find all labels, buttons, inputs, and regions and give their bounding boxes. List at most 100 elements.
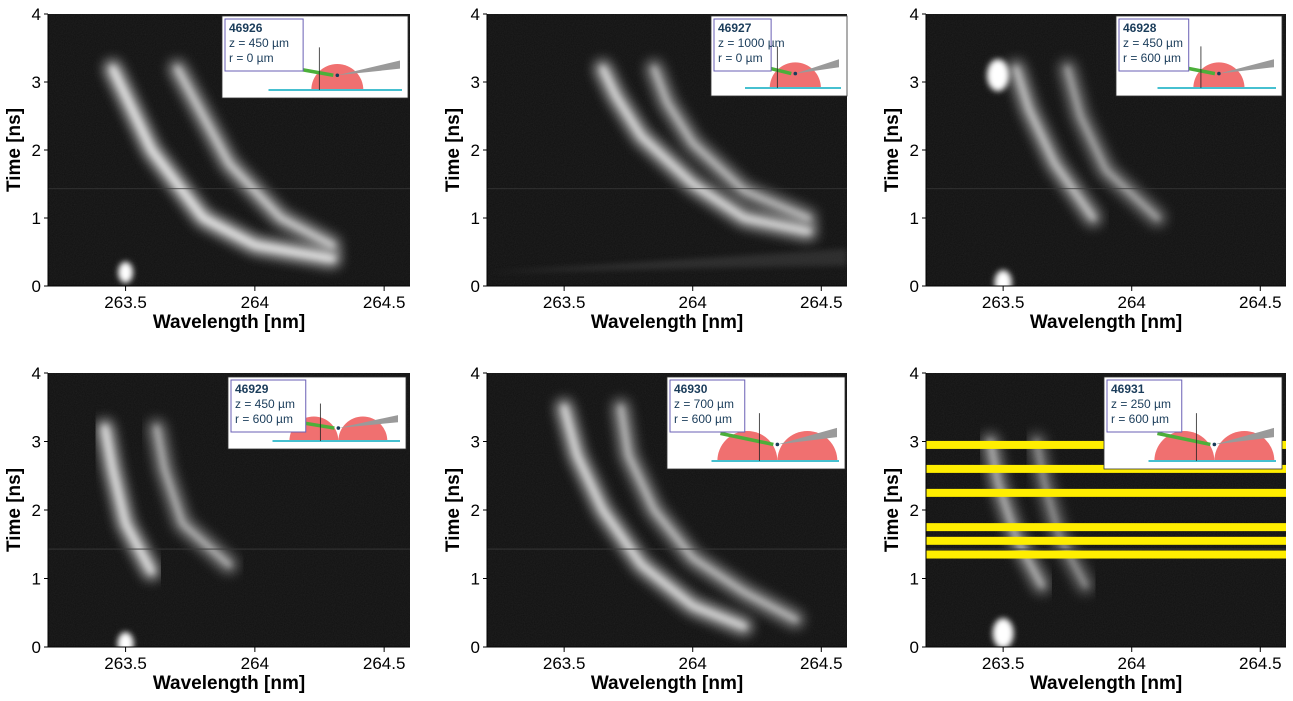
inset-label-box [1118,18,1190,72]
highlight-line-3 [926,488,1286,497]
y-tick-label: 2 [32,141,41,160]
x-tick-label: 263.5 [543,654,586,673]
inset-label-box [230,379,307,433]
y-tick-label: 1 [910,570,919,589]
y-axis-label: Time [ns] [443,468,464,552]
bright-spot-1 [117,632,134,647]
spectral-band-core-2 [154,425,232,568]
inset-z-value: z = 450 µm [235,397,295,411]
y-tick-label: 4 [910,5,919,24]
y-tick-label: 3 [32,73,41,92]
inset-z-value: z = 450 µm [1123,36,1183,50]
y-tick-label: 1 [910,209,919,228]
bright-spot-1 [987,59,1009,92]
spectral-band-core-1 [102,425,154,575]
y-tick-label: 3 [32,433,41,452]
y-tick-label: 3 [910,73,919,92]
x-tick-label: 264 [679,293,707,312]
probe-beam-icon [1218,59,1274,74]
spectral-band-core-1 [561,404,747,629]
y-tick-label: 2 [471,141,480,160]
y-tick-label: 4 [471,364,480,383]
shot-number: 46930 [674,382,708,396]
probe-beam-icon [777,427,837,445]
chart-panel-46931: 0 1 2 3 4 263.5 264 264.5 Wavelength [nm] Time [n… [882,364,1286,694]
x-tick-label: 264.5 [363,654,406,673]
y-tick-label: 4 [910,364,919,383]
y-tick-label: 0 [32,277,41,296]
highlight-line-6 [926,550,1286,559]
chart-panel-46926: 0 1 2 3 4 263.5 264 264.5 Wavelength [nm] Time [n… [4,5,410,333]
spectral-band-core-2 [651,65,811,221]
y-tick-label: 1 [32,209,41,228]
shot-number: 46931 [1111,382,1145,396]
bright-spot-1 [992,618,1014,647]
y-tick-label: 1 [32,570,41,589]
highlight-line-4 [926,523,1286,532]
focus-point-icon [1212,442,1217,447]
inset-z-value: z = 700 µm [674,397,734,411]
inset-label-box [1106,379,1183,433]
inset-label-box [713,18,772,72]
background-stripe [487,248,847,273]
x-tick-label: 263.5 [543,293,586,312]
focus-point-icon [1217,71,1221,76]
y-tick-label: 3 [910,433,919,452]
inset-r-value: r = 600 µm [1123,51,1181,65]
x-tick-label: 264.5 [800,654,843,673]
y-axis-label: Time [ns] [4,468,25,552]
y-axis-label: Time [ns] [882,468,903,552]
x-tick-label: 263.5 [104,654,147,673]
inset-z-value: z = 1000 µm [718,36,785,50]
spectral-band-core-1 [110,65,335,262]
bright-spot-2 [994,270,1012,286]
x-tick-label: 264.5 [363,293,406,312]
laser-beam-icon [1157,431,1211,447]
spectral-band-core-2 [618,404,799,623]
y-tick-label: 4 [32,5,41,24]
x-tick-label: 263.5 [982,654,1025,673]
probe-beam-icon [337,60,400,76]
x-tick-label: 264.5 [1239,293,1282,312]
x-tick-label: 264.5 [1239,654,1282,673]
y-tick-label: 0 [32,638,41,657]
x-tick-label: 264 [241,654,269,673]
x-tick-label: 264 [241,293,269,312]
shot-number: 46928 [1123,21,1157,35]
y-tick-label: 0 [910,638,919,657]
y-tick-label: 4 [471,5,480,24]
droplet-left-icon [1154,431,1215,461]
inset-z-value: z = 450 µm [229,36,289,50]
focus-point-icon [793,71,798,76]
probe-beam-icon [795,59,839,74]
focus-point-icon [775,442,780,447]
inset-label-box [669,379,746,433]
y-tick-label: 0 [910,277,919,296]
probe-beam-icon [338,415,398,429]
focus-point-icon [335,73,340,78]
y-tick-label: 2 [910,141,919,160]
y-tick-label: 1 [471,570,480,589]
x-tick-label: 263.5 [982,293,1025,312]
y-tick-label: 2 [910,501,919,520]
y-tick-label: 3 [471,73,480,92]
x-axis-label: Wavelength [nm] [1030,312,1182,333]
inset-r-value: r = 600 µm [674,412,732,426]
y-tick-label: 0 [471,277,480,296]
spectral-band-core-2 [1064,65,1160,221]
x-tick-label: 264 [1118,293,1146,312]
x-axis-label: Wavelength [nm] [591,673,743,694]
y-tick-label: 4 [32,364,41,383]
chart-panel-46929: 0 1 2 3 4 263.5 264 264.5 Wavelength [nm] Time [n… [4,364,410,694]
x-axis-label: Wavelength [nm] [1030,673,1182,694]
inset-r-value: r = 0 µm [229,51,274,65]
y-axis-label: Time [ns] [882,108,903,192]
x-tick-label: 264 [1118,654,1146,673]
shot-number: 46926 [229,21,263,35]
spectral-band-core-1 [987,439,1045,588]
